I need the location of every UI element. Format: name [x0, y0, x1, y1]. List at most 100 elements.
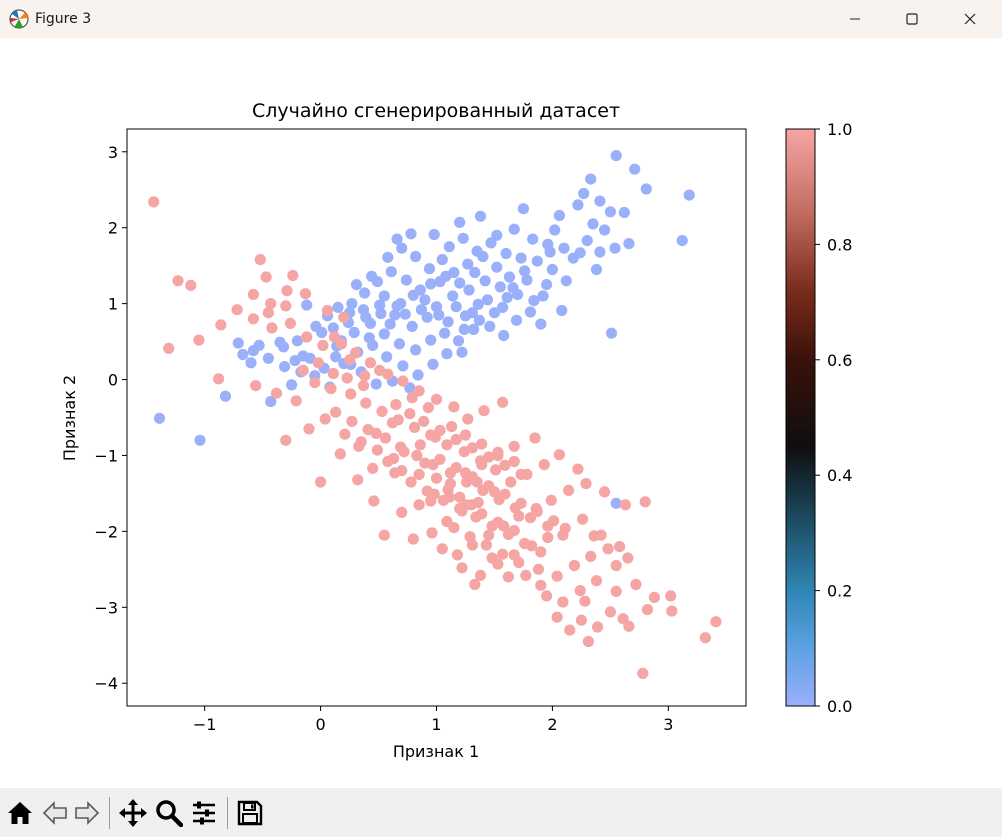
- scatter-point: [617, 613, 629, 625]
- scatter-point: [385, 266, 397, 278]
- scatter-point: [605, 327, 618, 339]
- scatter-point: [378, 328, 390, 340]
- save-button[interactable]: [233, 796, 267, 830]
- scatter-point: [290, 395, 302, 407]
- scatter-point: [339, 428, 351, 440]
- scatter-point: [494, 281, 506, 293]
- scatter-point: [284, 317, 296, 329]
- scatter-point: [499, 459, 511, 471]
- scatter-point: [610, 497, 622, 509]
- minimize-icon: [850, 18, 860, 20]
- window-titlebar: Figure 3: [0, 0, 1002, 38]
- scatter-point: [459, 429, 472, 441]
- scatter-point: [481, 294, 494, 306]
- scatter-point: [374, 364, 386, 376]
- scatter-point: [338, 311, 350, 323]
- scatter-point: [411, 449, 423, 462]
- colorbar-tick-label: 1.0: [827, 120, 852, 139]
- scatter-point: [648, 591, 661, 604]
- scatter-point: [396, 242, 408, 254]
- scatter-point: [396, 506, 408, 518]
- scatter-point: [315, 476, 327, 488]
- scatter-point: [414, 439, 426, 451]
- scatter-point: [457, 232, 469, 244]
- scatter-point: [286, 379, 298, 391]
- scatter-point: [609, 242, 621, 254]
- configure-subplots-icon: [193, 801, 215, 825]
- scatter-point: [360, 311, 372, 323]
- scatter-point: [618, 206, 630, 219]
- x-axis-ticks: −1 0 1 2 3: [193, 706, 673, 734]
- scatter-point: [508, 223, 520, 235]
- scatter-point: [507, 282, 519, 294]
- scatter-point: [321, 304, 334, 317]
- scatter-point: [578, 187, 590, 200]
- scatter-point: [413, 385, 425, 397]
- scatter-point: [193, 334, 205, 346]
- scatter-point: [325, 383, 337, 395]
- scatter-point: [604, 606, 617, 618]
- scatter-point: [247, 288, 259, 301]
- scatter-point: [491, 229, 503, 241]
- y-tick-label: 0: [108, 371, 118, 390]
- scatter-point: [641, 604, 654, 616]
- forward-button[interactable]: [70, 796, 104, 830]
- maximize-button[interactable]: [883, 0, 941, 38]
- scatter-point: [541, 590, 553, 602]
- scatter-point: [500, 247, 512, 260]
- scatter-point: [330, 351, 342, 363]
- scatter-point: [371, 444, 383, 456]
- y-tick-label: 2: [108, 219, 118, 238]
- scatter-point: [425, 278, 437, 290]
- scatter-point: [404, 382, 416, 394]
- toolbar-separator: [109, 797, 110, 829]
- scatter-point: [464, 531, 476, 543]
- scatter-point: [341, 372, 353, 384]
- pan-icon: [119, 799, 147, 827]
- scatter-point: [425, 334, 437, 346]
- scatter-point: [588, 530, 600, 542]
- scatter-point: [410, 250, 422, 263]
- pan-button[interactable]: [116, 796, 150, 830]
- scatter-point: [407, 289, 419, 301]
- back-arrow-icon: [42, 801, 67, 825]
- minimize-button[interactable]: [826, 0, 884, 38]
- back-button[interactable]: [38, 796, 72, 830]
- scatter-point: [513, 556, 525, 569]
- scatter-point: [527, 233, 539, 245]
- scatter-point: [535, 579, 547, 591]
- scatter-point: [558, 242, 570, 254]
- scatter-point: [560, 275, 572, 287]
- x-tick-label: −1: [193, 715, 217, 734]
- x-tick-label: 2: [547, 715, 557, 734]
- scatter-point: [352, 474, 364, 486]
- zoom-button[interactable]: [152, 796, 186, 830]
- scatter-point: [501, 291, 513, 304]
- navigation-toolbar: [0, 788, 1002, 837]
- scatter-point: [529, 432, 541, 444]
- close-button[interactable]: [941, 0, 999, 38]
- figure-canvas[interactable]: Случайно сгенерированный датасет −1 0 1 2 3 …: [0, 38, 1002, 788]
- scatter-point: [425, 429, 437, 441]
- scatter-point: [640, 183, 652, 195]
- scatter-point: [344, 354, 356, 366]
- home-button[interactable]: [3, 796, 37, 830]
- scatter-point: [483, 451, 495, 463]
- scatter-point: [629, 163, 641, 175]
- scatter-point: [410, 344, 422, 356]
- scatter-point: [375, 307, 387, 320]
- scatter-point: [541, 279, 553, 291]
- scatter-point: [397, 375, 409, 387]
- scatter-point: [153, 412, 166, 424]
- scatter-point: [297, 364, 309, 376]
- configure-subplots-button[interactable]: [187, 796, 221, 830]
- scatter-point: [428, 228, 440, 241]
- scatter-point: [330, 406, 342, 418]
- scatter-point: [359, 287, 371, 299]
- scatter-point: [622, 552, 634, 564]
- x-tick-label: 3: [663, 715, 673, 734]
- scatter-point: [232, 337, 244, 349]
- scatter-point: [317, 339, 329, 351]
- scatter-point: [699, 632, 712, 644]
- scatter-point: [395, 441, 407, 453]
